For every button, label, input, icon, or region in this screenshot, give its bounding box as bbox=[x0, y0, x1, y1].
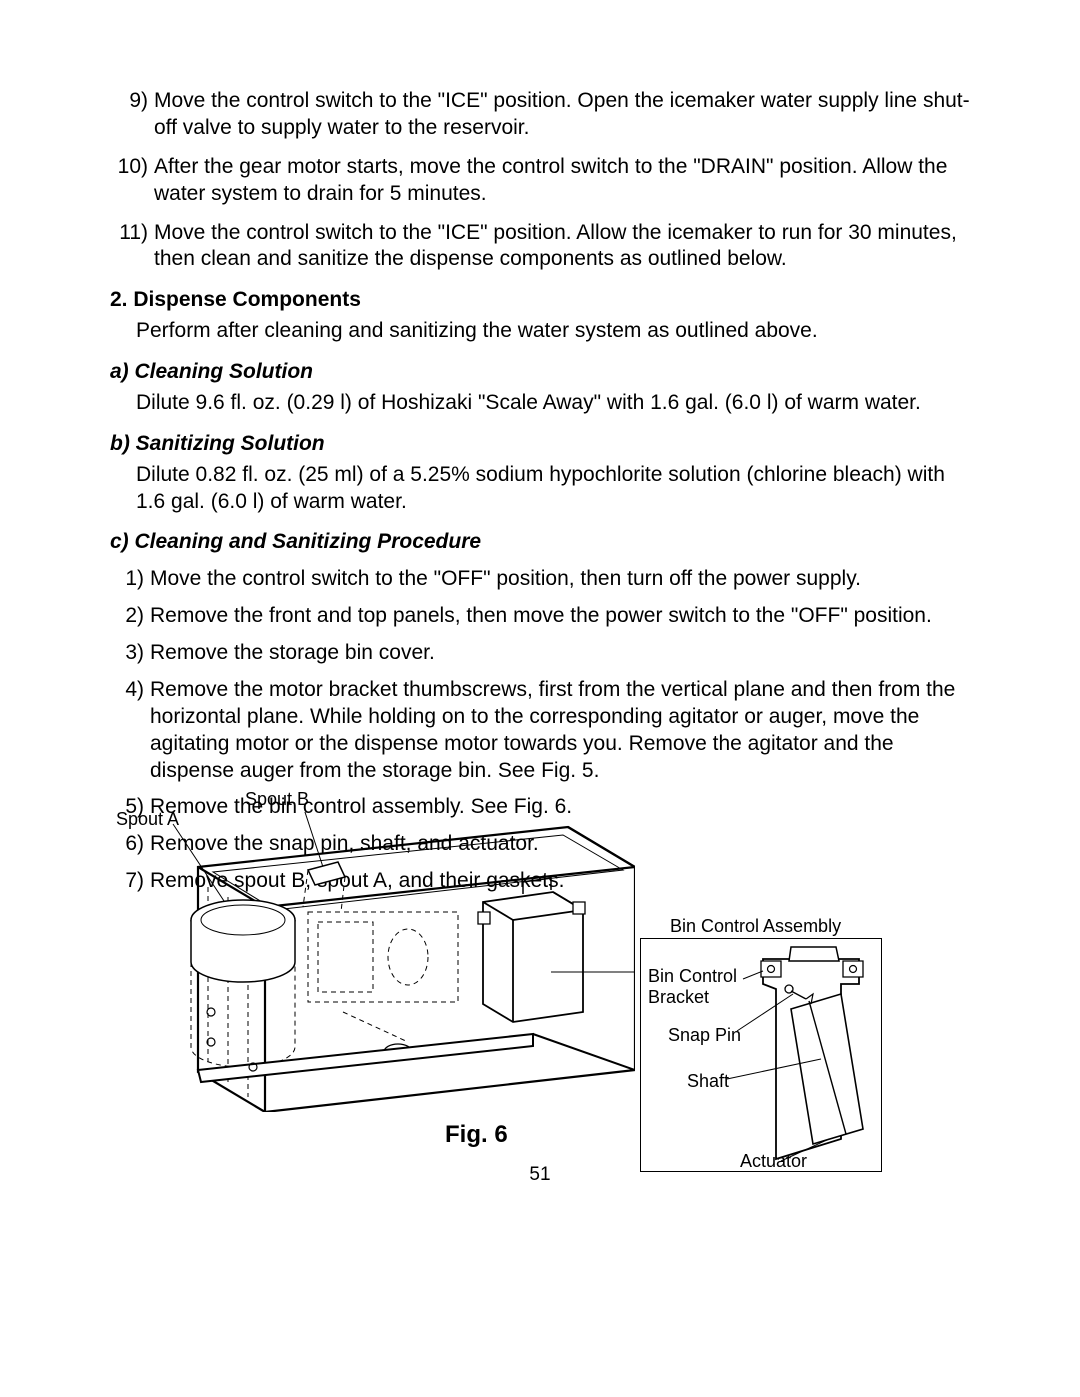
proc-text: Remove the front and top panels, then mo… bbox=[150, 603, 970, 630]
section-2-title: 2. Dispense Components bbox=[110, 287, 970, 314]
step-num: 9) bbox=[110, 88, 154, 142]
label-bin-control-assembly: Bin Control Assembly bbox=[670, 915, 841, 938]
page-number: 51 bbox=[0, 1163, 1080, 1187]
figure-caption: Fig. 6 bbox=[445, 1120, 508, 1151]
proc-step-4: 4) Remove the motor bracket thumbscrews,… bbox=[110, 677, 970, 785]
sub-a-body: Dilute 9.6 fl. oz. (0.29 l) of Hoshizaki… bbox=[110, 390, 970, 417]
section-2-body: Perform after cleaning and sanitizing th… bbox=[110, 318, 970, 345]
sub-b-body: Dilute 0.82 fl. oz. (25 ml) of a 5.25% s… bbox=[110, 462, 970, 516]
sub-b-title: b) Sanitizing Solution bbox=[110, 431, 970, 458]
label-snap-pin: Snap Pin bbox=[668, 1024, 741, 1047]
proc-num: 2) bbox=[110, 603, 150, 630]
proc-step-1: 1) Move the control switch to the "OFF" … bbox=[110, 566, 970, 593]
step-10: 10) After the gear motor starts, move th… bbox=[110, 154, 970, 208]
step-11: 11) Move the control switch to the "ICE"… bbox=[110, 220, 970, 274]
top-steps: 9) Move the control switch to the "ICE" … bbox=[110, 88, 970, 273]
step-num: 10) bbox=[110, 154, 154, 208]
proc-num: 3) bbox=[110, 640, 150, 667]
label-bin-control-bracket: Bin Control Bracket bbox=[648, 966, 742, 1007]
proc-num: 4) bbox=[110, 677, 150, 785]
step-num: 11) bbox=[110, 220, 154, 274]
proc-num: 1) bbox=[110, 566, 150, 593]
step-text: After the gear motor starts, move the co… bbox=[154, 154, 970, 208]
label-spout-b: Spout B bbox=[245, 788, 309, 811]
sub-a-title: a) Cleaning Solution bbox=[110, 359, 970, 386]
proc-text: Remove the motor bracket thumbscrews, fi… bbox=[150, 677, 970, 785]
page: 9) Move the control switch to the "ICE" … bbox=[0, 0, 1080, 1397]
proc-step-2: 2) Remove the front and top panels, then… bbox=[110, 603, 970, 630]
proc-text: Move the control switch to the "OFF" pos… bbox=[150, 566, 970, 593]
step-text: Move the control switch to the "ICE" pos… bbox=[154, 88, 970, 142]
step-text: Move the control switch to the "ICE" pos… bbox=[154, 220, 970, 274]
step-9: 9) Move the control switch to the "ICE" … bbox=[110, 88, 970, 142]
sub-c-title: c) Cleaning and Sanitizing Procedure bbox=[110, 529, 970, 556]
figure-6: Spout A Spout B bbox=[110, 780, 970, 1180]
label-shaft: Shaft bbox=[687, 1070, 729, 1093]
main-drawing bbox=[153, 812, 635, 1112]
proc-step-3: 3) Remove the storage bin cover. bbox=[110, 640, 970, 667]
proc-text: Remove the storage bin cover. bbox=[150, 640, 970, 667]
